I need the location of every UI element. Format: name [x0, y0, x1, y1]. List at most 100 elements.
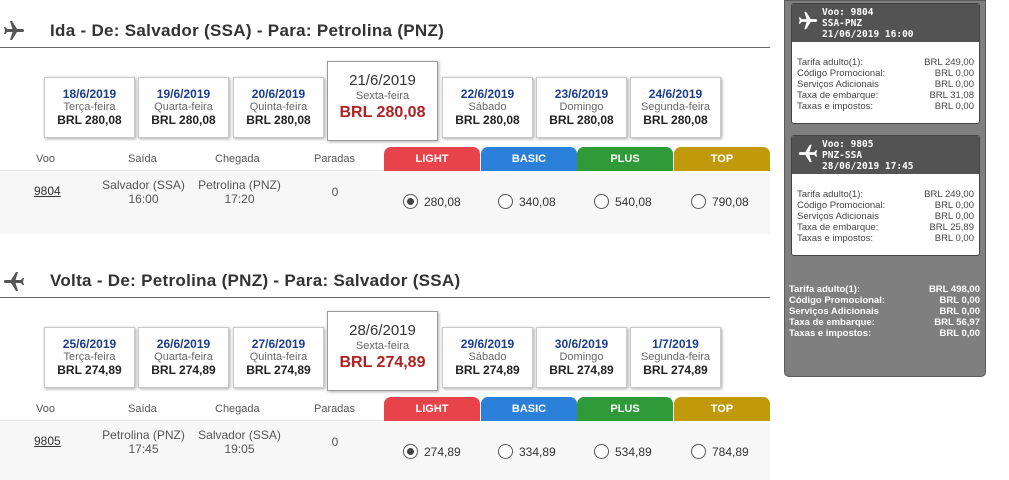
outbound-date-selected[interactable]: 21/6/2019 Sexta-feira BRL 280,08	[327, 61, 438, 141]
fare-tab-top: TOP	[674, 397, 770, 421]
arrival-info: Petrolina (PNZ) 17:20	[192, 178, 287, 206]
col-departure: Saída	[128, 153, 157, 165]
return-date-option[interactable]: 1/7/2019 Segunda-feira BRL 274,89	[630, 327, 721, 388]
outbound-date-option[interactable]: 23/6/2019 Domingo BRL 280,08	[536, 77, 627, 138]
date-price: BRL 274,89	[549, 363, 614, 377]
fare-tab-basic: BASIC	[481, 147, 577, 171]
outbound-header: Ida - De: Salvador (SSA) - Para: Petroli…	[0, 0, 770, 48]
date-price: BRL 274,89	[57, 363, 122, 377]
row-label: Serviços Adicionais	[797, 79, 879, 90]
total-row: Taxa de embarque: BRL 56,97	[789, 317, 980, 328]
arrival-time: 17:20	[224, 192, 255, 206]
col-stops: Paradas	[314, 153, 355, 165]
weekday-label: Sábado	[468, 101, 507, 113]
row-value: BRL 0,00	[934, 79, 974, 90]
date-price: BRL 274,89	[246, 363, 311, 377]
date-label: 18/6/2019	[62, 87, 117, 101]
fare-tab-light: LIGHT	[384, 147, 480, 171]
leg-header: Voo: 9805 PNZ-SSA 28/06/2019 17:45	[792, 136, 979, 174]
date-label: 29/6/2019	[460, 337, 515, 351]
summary-row: Código Promocional: BRL 0,00	[797, 200, 974, 211]
outbound-date-option[interactable]: 24/6/2019 Segunda-feira BRL 280,08	[630, 77, 721, 138]
return-date-option[interactable]: 25/6/2019 Terça-feira BRL 274,89	[44, 327, 135, 388]
weekday-label: Quarta-feira	[154, 351, 213, 363]
row-value: BRL 0,00	[934, 233, 974, 244]
departure-info: Petrolina (PNZ) 17:45	[96, 428, 191, 456]
row-label: Taxa de embarque:	[789, 317, 875, 328]
weekday-label: Sexta-feira	[355, 90, 410, 102]
return-date-option[interactable]: 26/6/2019 Quarta-feira BRL 274,89	[138, 327, 229, 388]
date-price: BRL 280,08	[151, 113, 216, 127]
weekday-label: Segunda-feira	[640, 351, 711, 363]
date-label: 23/6/2019	[554, 87, 609, 101]
date-price: BRL 280,08	[339, 104, 426, 121]
date-label: 24/6/2019	[648, 87, 703, 101]
departure-city: Salvador (SSA)	[102, 178, 185, 192]
fare-price: 274,89	[424, 445, 461, 459]
return-date-selected[interactable]: 28/6/2019 Sexta-feira BRL 274,89	[327, 311, 438, 391]
date-price: BRL 274,89	[455, 363, 520, 377]
date-label: 30/6/2019	[554, 337, 609, 351]
stops-count: 0	[331, 185, 339, 199]
outbound-date-selector: 18/6/2019 Terça-feira BRL 280,08 19/6/2019…	[44, 61, 770, 141]
return-date-option[interactable]: 29/6/2019 Sábado BRL 274,89	[442, 327, 533, 388]
row-value: BRL 0,00	[939, 295, 980, 306]
radio[interactable]	[691, 194, 706, 209]
row-label: Código Promocional:	[797, 200, 886, 211]
fare-price: 784,89	[712, 445, 749, 459]
radio[interactable]	[498, 444, 513, 459]
stops-count: 0	[331, 435, 339, 449]
col-arrival: Chegada	[215, 153, 260, 165]
summary-row: Taxas e impostos: BRL 0,00	[797, 101, 974, 112]
arrival-city: Petrolina (PNZ)	[198, 178, 281, 192]
radio[interactable]	[691, 444, 706, 459]
outbound-section: Ida - De: Salvador (SSA) - Para: Petroli…	[0, 0, 770, 234]
row-value: BRL 0,00	[934, 211, 974, 222]
outbound-date-option[interactable]: 18/6/2019 Terça-feira BRL 280,08	[44, 77, 135, 138]
return-column-header: Voo Saída Chegada Paradas LIGHT BASIC PL…	[0, 397, 770, 421]
row-label: Taxas e impostos:	[797, 101, 874, 112]
row-value: BRL 56,97	[934, 317, 980, 328]
flight-number-link[interactable]: 9805	[34, 434, 61, 448]
date-price: BRL 274,89	[643, 363, 708, 377]
col-departure: Saída	[128, 403, 157, 415]
leg-route: PNZ-SSA	[822, 150, 863, 161]
return-date-option[interactable]: 30/6/2019 Domingo BRL 274,89	[536, 327, 627, 388]
radio[interactable]	[594, 194, 609, 209]
fare-tab-basic: BASIC	[481, 397, 577, 421]
row-value: BRL 0,00	[934, 101, 974, 112]
row-label: Tarifa adulto(1):	[789, 284, 861, 295]
row-label: Taxa de embarque:	[797, 90, 879, 101]
row-value: BRL 498,00	[928, 284, 980, 295]
departure-city: Petrolina (PNZ)	[102, 428, 185, 442]
radio[interactable]	[498, 194, 513, 209]
radio[interactable]	[594, 444, 609, 459]
return-date-selector: 25/6/2019 Terça-feira BRL 274,89 26/6/2019…	[44, 311, 770, 391]
return-date-option[interactable]: 27/6/2019 Quinta-feira BRL 274,89	[233, 327, 324, 388]
weekday-label: Quinta-feira	[249, 101, 308, 113]
return-title: Volta - De: Petrolina (PNZ) - Para: Salv…	[50, 271, 461, 290]
fare-price: 340,08	[519, 195, 556, 209]
fare-tab-top: TOP	[674, 147, 770, 171]
col-arrival: Chegada	[215, 403, 260, 415]
total-row: Serviços Adicionais BRL 0,00	[789, 306, 980, 317]
outbound-flight-row: 9804 Salvador (SSA) 16:00 Petrolina (PNZ…	[0, 172, 770, 234]
summary-leg-return: Voo: 9805 PNZ-SSA 28/06/2019 17:45 Tarif…	[791, 135, 980, 256]
row-value: BRL 0,00	[939, 306, 980, 317]
radio-selected[interactable]	[403, 194, 418, 209]
arrival-info: Salvador (SSA) 19:05	[192, 428, 287, 456]
date-label: 28/6/2019	[349, 322, 416, 339]
weekday-label: Terça-feira	[63, 101, 116, 113]
row-label: Taxas e impostos:	[797, 233, 874, 244]
row-label: Código Promocional:	[789, 295, 886, 306]
outbound-date-option[interactable]: 22/6/2019 Sábado BRL 280,08	[442, 77, 533, 138]
date-price: BRL 280,08	[57, 113, 122, 127]
fare-price: 280,08	[424, 195, 461, 209]
return-header: Volta - De: Petrolina (PNZ) - Para: Salv…	[0, 250, 770, 298]
outbound-date-option[interactable]: 19/6/2019 Quarta-feira BRL 280,08	[138, 77, 229, 138]
flight-number-link[interactable]: 9804	[34, 184, 61, 198]
date-price: BRL 280,08	[549, 113, 614, 127]
summary-leg-outbound: Voo: 9804 SSA-PNZ 21/06/2019 16:00 Tarif…	[791, 3, 980, 124]
outbound-date-option[interactable]: 20/6/2019 Quinta-feira BRL 280,08	[233, 77, 324, 138]
radio-selected[interactable]	[403, 444, 418, 459]
